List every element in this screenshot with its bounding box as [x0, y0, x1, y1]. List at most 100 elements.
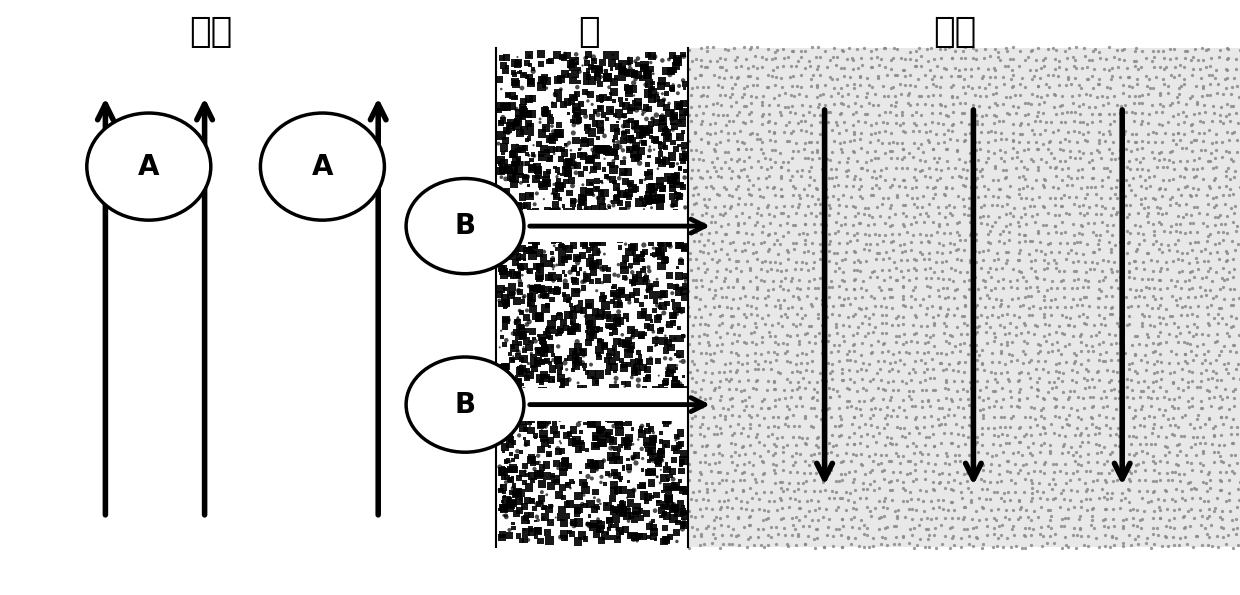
Point [998, 61, 1018, 71]
Point [1153, 392, 1173, 402]
Point [642, 437, 662, 447]
Point [589, 349, 609, 359]
Point [582, 410, 601, 419]
Point [843, 331, 863, 340]
Point [859, 81, 879, 90]
Point [1033, 531, 1053, 541]
Point [883, 349, 903, 359]
Point [885, 506, 905, 516]
Point [982, 451, 1002, 461]
Point [1151, 239, 1171, 249]
Point [559, 311, 579, 320]
Point [702, 276, 722, 286]
Point [696, 450, 715, 459]
Point [604, 156, 624, 165]
Point [861, 62, 880, 71]
Point [1090, 327, 1110, 337]
Point [1090, 349, 1110, 359]
Point [1003, 505, 1023, 514]
Point [624, 78, 644, 87]
Point [626, 256, 646, 266]
Point [1028, 162, 1048, 171]
Point [568, 378, 588, 388]
Point [880, 153, 900, 162]
Point [728, 276, 748, 286]
Point [771, 174, 791, 183]
Point [877, 402, 897, 412]
Point [651, 194, 671, 203]
Point [799, 265, 818, 275]
Point [511, 406, 531, 415]
Point [621, 345, 641, 355]
Point [1028, 339, 1048, 349]
Point [596, 67, 616, 76]
Point [1034, 312, 1054, 322]
Point [864, 230, 884, 239]
Point [1198, 318, 1218, 328]
Point [665, 65, 684, 74]
Point [1171, 219, 1190, 228]
Point [622, 211, 642, 221]
Point [529, 268, 549, 277]
Point [1182, 402, 1202, 411]
Point [754, 192, 774, 201]
Point [959, 483, 978, 493]
Point [533, 504, 553, 513]
Point [532, 497, 552, 507]
Point [599, 516, 619, 525]
Point [1034, 468, 1054, 477]
Point [1009, 245, 1029, 255]
Point [999, 236, 1019, 245]
Point [1193, 83, 1213, 93]
Point [1137, 249, 1157, 258]
Point [508, 315, 528, 324]
Point [525, 199, 544, 209]
Point [942, 347, 962, 357]
Point [792, 110, 812, 120]
Point [994, 322, 1014, 331]
Point [936, 377, 956, 387]
Point [799, 137, 818, 147]
Point [820, 55, 839, 65]
Point [1096, 54, 1116, 64]
Point [1187, 164, 1207, 174]
Point [795, 116, 815, 126]
Point [496, 442, 516, 452]
Point [624, 135, 644, 145]
Point [843, 312, 863, 321]
Point [593, 227, 613, 237]
Point [1128, 228, 1148, 238]
Point [506, 104, 526, 114]
Point [510, 376, 529, 386]
Point [1035, 54, 1055, 63]
Point [1014, 530, 1034, 540]
Point [1070, 524, 1090, 534]
Point [1094, 356, 1114, 366]
Point [801, 422, 821, 431]
Point [810, 255, 830, 264]
Point [898, 255, 918, 264]
Point [1034, 264, 1054, 274]
Point [903, 183, 923, 193]
Point [714, 182, 734, 192]
Point [918, 92, 937, 101]
Point [737, 312, 756, 322]
Point [915, 475, 935, 484]
Point [732, 497, 751, 506]
Point [668, 133, 688, 143]
Point [1126, 56, 1146, 65]
Point [675, 515, 694, 525]
Point [965, 330, 985, 339]
Point [641, 478, 661, 487]
Point [622, 184, 642, 193]
Point [882, 393, 901, 402]
Point [678, 286, 698, 295]
Point [795, 311, 815, 320]
Point [563, 347, 583, 357]
Point [686, 129, 706, 138]
Point [1210, 111, 1230, 120]
Point [856, 331, 875, 341]
Point [844, 440, 864, 449]
Point [997, 309, 1017, 319]
Point [665, 317, 684, 327]
